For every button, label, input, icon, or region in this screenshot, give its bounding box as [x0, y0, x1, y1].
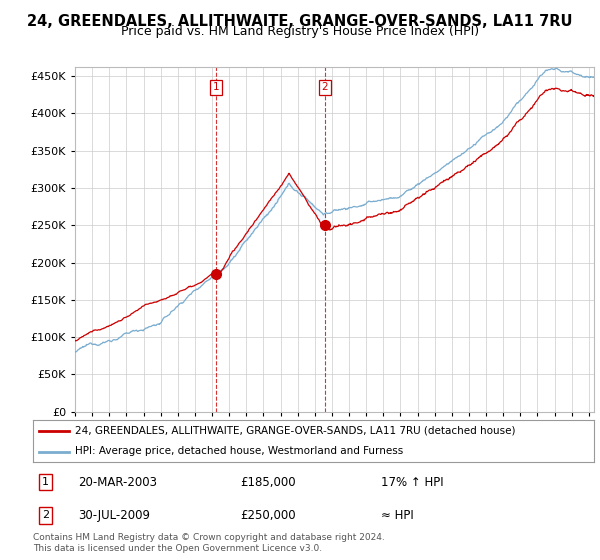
Text: Price paid vs. HM Land Registry's House Price Index (HPI): Price paid vs. HM Land Registry's House … — [121, 25, 479, 38]
Text: 30-JUL-2009: 30-JUL-2009 — [78, 509, 150, 522]
Text: 20-MAR-2003: 20-MAR-2003 — [78, 475, 157, 489]
Text: £185,000: £185,000 — [241, 475, 296, 489]
Text: 2: 2 — [42, 510, 49, 520]
Text: 17% ↑ HPI: 17% ↑ HPI — [381, 475, 443, 489]
Text: 24, GREENDALES, ALLITHWAITE, GRANGE-OVER-SANDS, LA11 7RU: 24, GREENDALES, ALLITHWAITE, GRANGE-OVER… — [27, 14, 573, 29]
Text: HPI: Average price, detached house, Westmorland and Furness: HPI: Average price, detached house, West… — [75, 446, 403, 456]
Text: ≈ HPI: ≈ HPI — [381, 509, 413, 522]
Text: 2: 2 — [322, 82, 328, 92]
Text: 1: 1 — [212, 82, 219, 92]
Text: 1: 1 — [42, 477, 49, 487]
Text: 24, GREENDALES, ALLITHWAITE, GRANGE-OVER-SANDS, LA11 7RU (detached house): 24, GREENDALES, ALLITHWAITE, GRANGE-OVER… — [75, 426, 515, 436]
Text: Contains HM Land Registry data © Crown copyright and database right 2024.
This d: Contains HM Land Registry data © Crown c… — [33, 533, 385, 553]
Text: £250,000: £250,000 — [241, 509, 296, 522]
